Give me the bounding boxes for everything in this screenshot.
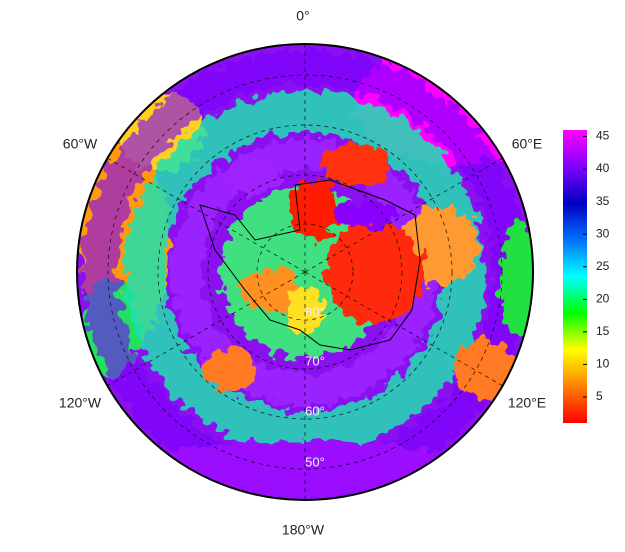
colorbar-tick-label: 45: [596, 129, 610, 143]
colorbar-tick-label: 30: [596, 226, 610, 240]
longitude-label: 60°W: [63, 136, 98, 152]
data-field: [77, 44, 533, 500]
map-boundary: [76, 43, 534, 501]
colorbar-tick-label: 20: [596, 291, 610, 305]
latitude-label: 50°: [305, 454, 325, 469]
longitude-label: 120°E: [508, 395, 546, 411]
longitude-label: 0°: [296, 8, 309, 24]
longitude-label: 180°W: [282, 522, 325, 538]
colorbar: [563, 130, 587, 423]
colorbar-tick-label: 40: [596, 161, 610, 175]
latitude-label: 70°: [305, 353, 325, 368]
colorbar-tick-label: 35: [596, 194, 610, 208]
longitude-label: 120°W: [59, 395, 102, 411]
latitude-label: 60°: [305, 403, 325, 418]
colorbar-tick-label: 25: [596, 259, 610, 273]
colorbar-tick-label: 5: [596, 389, 603, 403]
longitude-label: 60°E: [512, 136, 543, 152]
colorbar-tick-label: 15: [596, 324, 610, 338]
colorbar-tick-label: 10: [596, 357, 610, 371]
latitude-label: 80°: [305, 304, 325, 319]
